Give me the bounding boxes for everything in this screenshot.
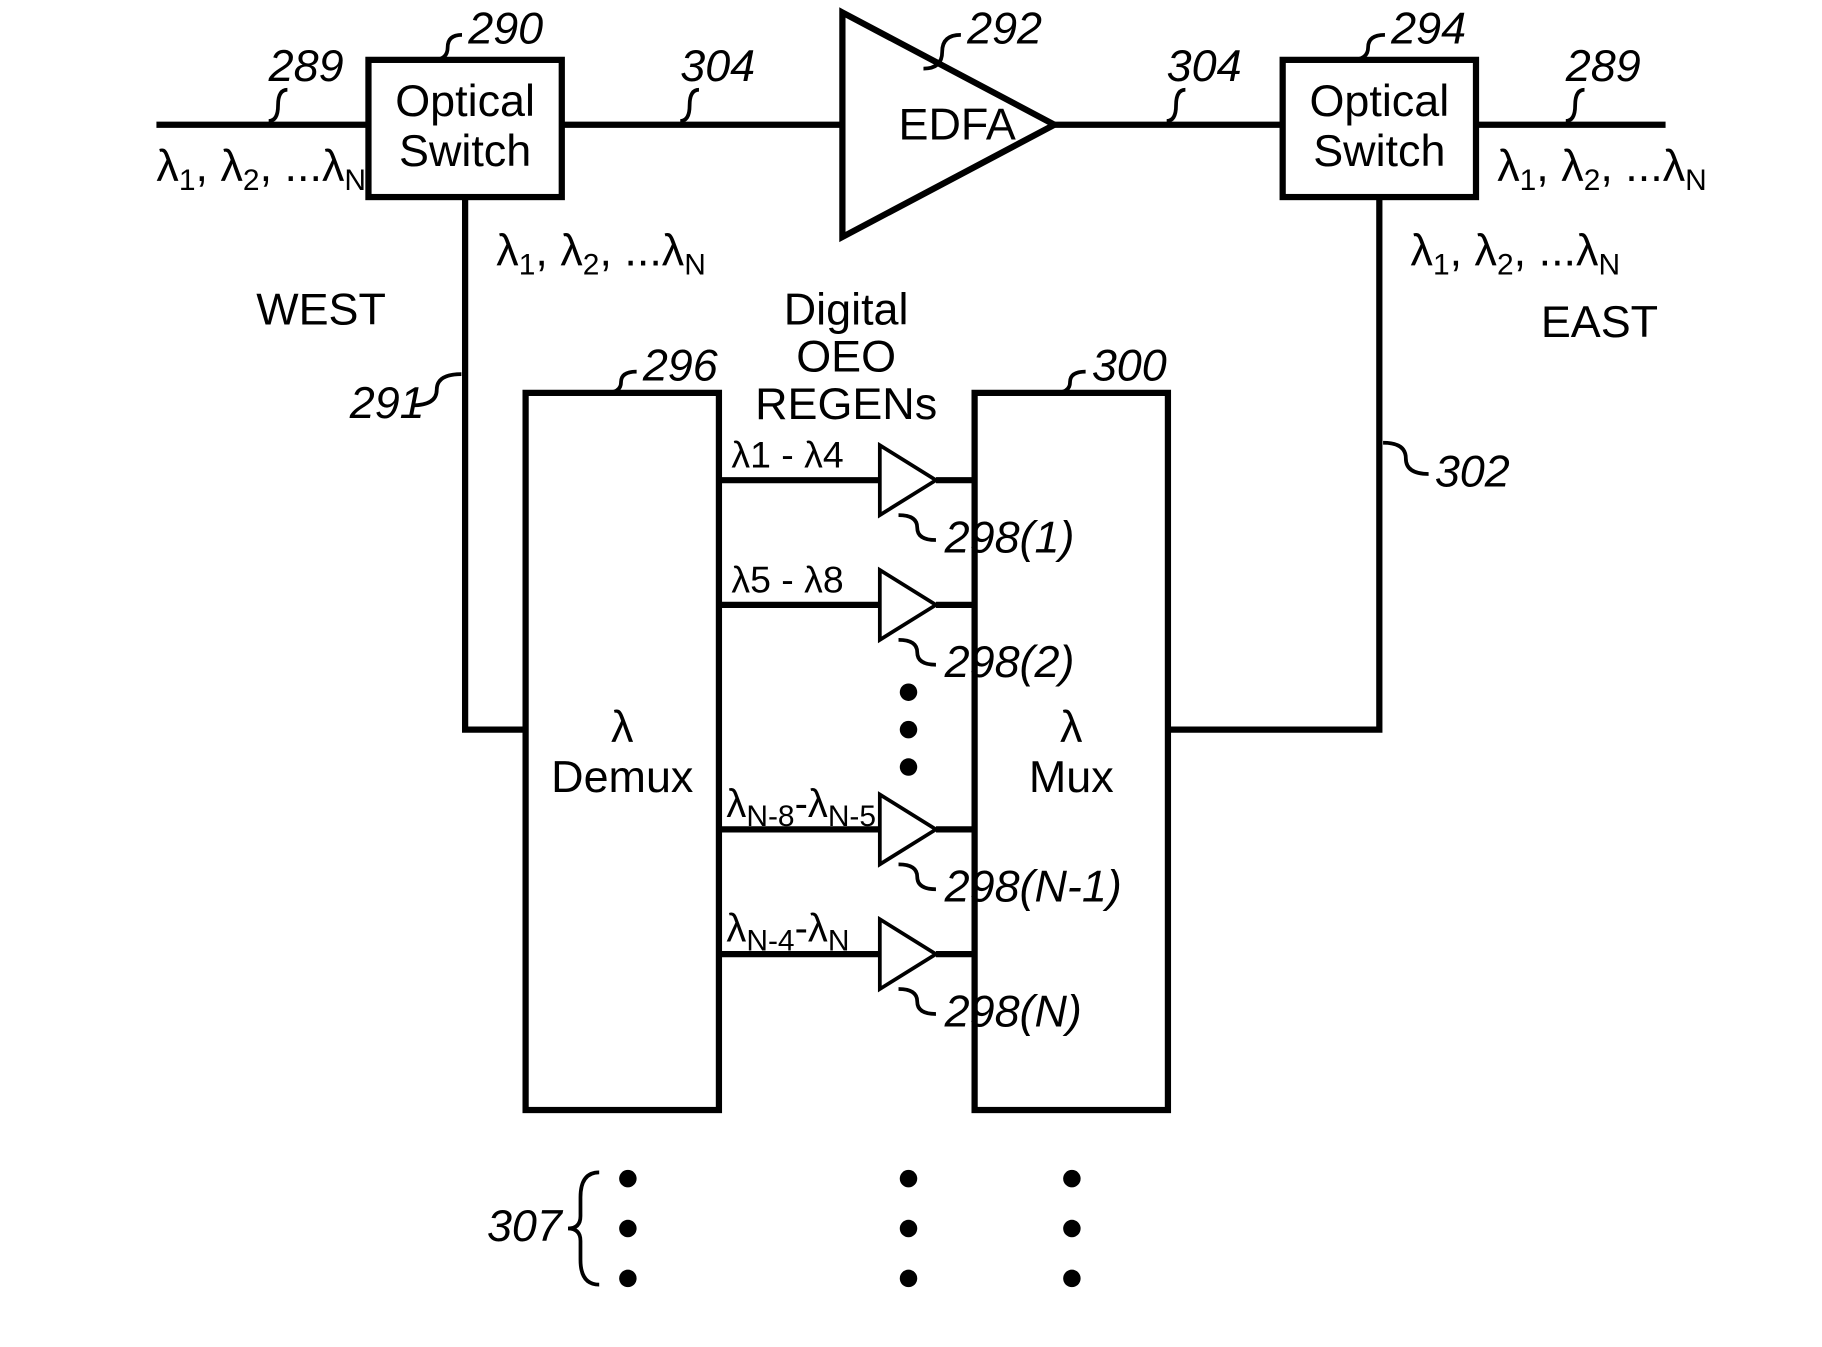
ref-289-east: 289 xyxy=(1565,40,1641,91)
ref-294-leader xyxy=(1351,35,1385,60)
mid-dot-2 xyxy=(900,758,917,775)
regens-l2: OEO xyxy=(796,331,896,382)
ch-label-3: λN-4-λN xyxy=(726,907,849,958)
demux-l1: λ xyxy=(611,701,634,752)
bot-dot-1-1 xyxy=(900,1220,917,1237)
drop-east xyxy=(1168,197,1379,730)
mid-dot-0 xyxy=(900,683,917,700)
bot-dot-0-0 xyxy=(619,1170,636,1187)
ref-298-2-leader xyxy=(899,640,936,665)
ref-290-leader xyxy=(433,35,462,60)
ref-300-leader xyxy=(1054,372,1085,393)
ref-304-a: 304 xyxy=(680,40,755,91)
lambdas-below-sw-east: λ1, λ2, ...λN xyxy=(1411,225,1621,282)
ref-289-east-leader xyxy=(1566,90,1585,121)
ref-304a-leader xyxy=(680,90,699,121)
ref-290: 290 xyxy=(467,3,543,54)
mux-l1: λ xyxy=(1060,701,1083,752)
bot-dot-2-0 xyxy=(1063,1170,1080,1187)
drop-west xyxy=(465,197,525,730)
optical-switch-east-l1: Optical xyxy=(1309,75,1449,126)
bot-dot-2-2 xyxy=(1063,1270,1080,1287)
ref-291: 291 xyxy=(349,377,425,428)
ref-304b-leader xyxy=(1167,90,1186,121)
regens-l1: Digital xyxy=(784,283,909,334)
ref-289-west: 289 xyxy=(268,40,344,91)
ref-302: 302 xyxy=(1435,445,1510,496)
ref-298-n: 298(N) xyxy=(944,985,1082,1036)
ref-298-n1-leader xyxy=(899,864,936,889)
optical-switch-west-l2: Switch xyxy=(399,125,531,176)
ref-298-1: 298(1) xyxy=(944,512,1075,563)
bot-dot-2-1 xyxy=(1063,1220,1080,1237)
ref-298-n1: 298(N-1) xyxy=(944,861,1122,912)
lambdas-below-sw-west: λ1, λ2, ...λN xyxy=(496,225,706,282)
regen-triangle-0 xyxy=(880,445,936,515)
brace-307 xyxy=(568,1172,599,1284)
bot-dot-1-2 xyxy=(900,1270,917,1287)
ref-304-b: 304 xyxy=(1167,40,1242,91)
regen-triangle-1 xyxy=(880,570,936,640)
mux-l2: Mux xyxy=(1029,751,1114,802)
ref-296-leader xyxy=(605,372,636,393)
ch-label-2: λN-8-λN-5 xyxy=(726,782,876,833)
bot-dot-0-1 xyxy=(619,1220,636,1237)
ref-294: 294 xyxy=(1390,3,1466,54)
regen-triangle-3 xyxy=(880,919,936,989)
regens-l3: REGENs xyxy=(755,378,937,429)
bot-dot-1-0 xyxy=(900,1170,917,1187)
lambdas-east-out: λ1, λ2, ...λN xyxy=(1497,140,1707,197)
ref-298-n-leader xyxy=(899,989,936,1014)
ref-307: 307 xyxy=(487,1200,564,1251)
ref-300: 300 xyxy=(1092,339,1167,390)
regen-triangle-2 xyxy=(880,794,936,864)
lambdas-west-in: λ1, λ2, ...λN xyxy=(156,140,366,197)
demux-l2: Demux xyxy=(551,751,693,802)
ref-298-2: 298(2) xyxy=(944,636,1075,687)
ch-label-1: λ5 - λ8 xyxy=(731,558,843,600)
west-label: WEST xyxy=(256,283,386,334)
ref-296: 296 xyxy=(642,339,718,390)
edfa-label: EDFA xyxy=(899,99,1016,150)
optical-switch-west-l1: Optical xyxy=(395,75,535,126)
mid-dot-1 xyxy=(900,721,917,738)
ref-289-west-leader xyxy=(269,90,288,121)
ref-302-leader xyxy=(1383,443,1429,474)
east-label: EAST xyxy=(1541,296,1658,347)
ref-292: 292 xyxy=(966,3,1042,54)
ref-298-1-leader xyxy=(899,515,936,540)
ch-label-0: λ1 - λ4 xyxy=(731,434,843,476)
optical-switch-east-l2: Switch xyxy=(1313,125,1445,176)
bot-dot-0-2 xyxy=(619,1270,636,1287)
